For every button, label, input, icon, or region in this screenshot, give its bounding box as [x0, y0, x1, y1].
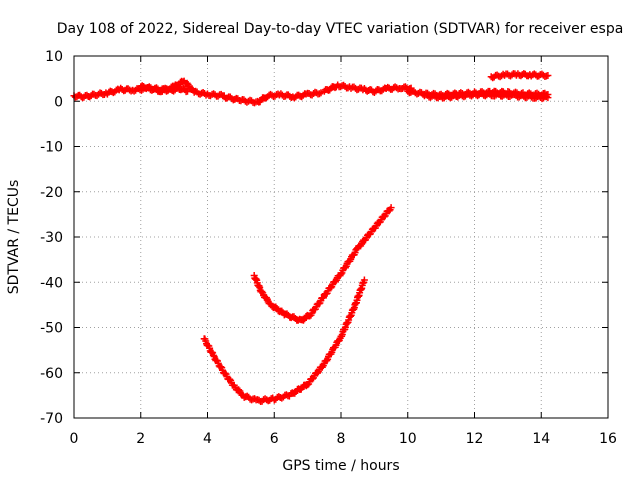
- data-point-marker: [272, 303, 280, 311]
- y-tick-label: -40: [40, 275, 63, 291]
- chart-title: Day 108 of 2022, Sidereal Day-to-day VTE…: [57, 21, 624, 37]
- x-axis-ticks: 0 2 4 6 8 10 12 14 16: [70, 56, 617, 447]
- x-tick-label: 14: [532, 431, 550, 447]
- x-tick-label: 2: [136, 431, 145, 447]
- y-tick-label: 0: [54, 94, 63, 110]
- data-series-3: [220, 88, 325, 107]
- x-tick-label: 10: [399, 431, 417, 447]
- x-axis-title: GPS time / hours: [282, 458, 399, 474]
- x-tick-label: 8: [337, 431, 346, 447]
- x-tick-label: 12: [466, 431, 484, 447]
- y-axis-title: SDTVAR / TECUs: [6, 180, 22, 295]
- data-point-marker: [226, 375, 234, 383]
- data-point-marker: [313, 369, 321, 377]
- data-point-marker: [387, 204, 395, 212]
- y-tick-label: -30: [40, 230, 63, 246]
- data-point-marker: [528, 93, 535, 101]
- data-point-marker: [331, 278, 339, 286]
- data-point-marker: [544, 72, 552, 79]
- data-point-marker: [235, 386, 243, 394]
- data-point-marker: [183, 79, 191, 87]
- data-series-9: [250, 204, 395, 324]
- x-tick-label: 0: [70, 431, 79, 447]
- data-point-marker: [258, 288, 266, 295]
- x-tick-label: 4: [203, 431, 212, 447]
- grid-lines: [74, 56, 608, 418]
- y-axis-ticks: 10 0 -10 -20 -30 -40 -50 -60 -70: [40, 49, 608, 427]
- data-point-marker: [327, 284, 335, 292]
- data-point-marker: [337, 270, 345, 278]
- data-series-8: [200, 276, 368, 405]
- data-series-group: [70, 70, 552, 405]
- data-series-4: [320, 81, 415, 96]
- data-point-marker: [184, 87, 191, 95]
- data-point-marker: [251, 99, 258, 107]
- data-point-marker: [323, 357, 331, 365]
- data-point-marker: [544, 94, 552, 102]
- data-point-marker: [319, 294, 327, 302]
- data-point-marker: [300, 316, 307, 324]
- data-point-marker: [209, 351, 217, 359]
- data-series-6: [420, 90, 552, 103]
- data-series-7: [487, 70, 552, 82]
- y-tick-label: -60: [40, 366, 63, 382]
- data-point-marker: [316, 90, 323, 98]
- y-tick-label: -20: [40, 185, 63, 201]
- y-tick-label: 10: [45, 49, 63, 65]
- y-tick-label: -10: [40, 140, 63, 156]
- data-point-marker: [317, 89, 325, 97]
- data-point-marker: [341, 264, 349, 272]
- data-series-2: [137, 82, 191, 96]
- data-point-marker: [542, 93, 550, 101]
- x-tick-label: 6: [270, 431, 279, 447]
- y-tick-label: -50: [40, 321, 63, 337]
- data-point-marker: [360, 276, 368, 284]
- y-tick-label: -70: [40, 411, 63, 427]
- x-tick-label: 16: [599, 431, 617, 447]
- plot-frame: [73, 55, 609, 419]
